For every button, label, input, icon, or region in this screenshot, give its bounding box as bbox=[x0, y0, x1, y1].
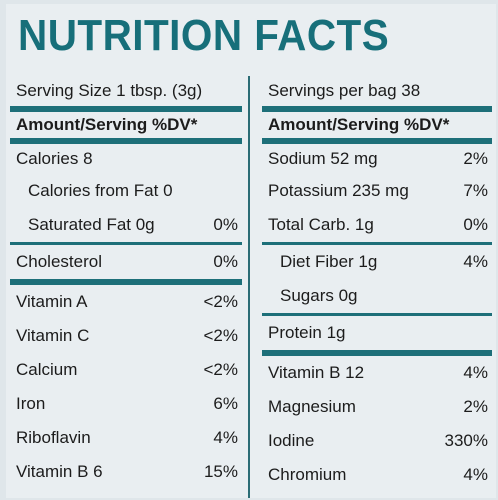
nutrient-row: Diet Fiber 1g 4% bbox=[262, 245, 492, 279]
nutrient-name: Vitamin A bbox=[16, 292, 88, 311]
nutrient-row: Vitamin B 12 4% bbox=[262, 356, 492, 390]
nutrient-name: Protein 1g bbox=[268, 323, 346, 342]
nutrient-row: Calories from Fat 0 bbox=[10, 174, 242, 208]
nutrient-row: Vitamin A <2% bbox=[10, 285, 242, 319]
divider bbox=[10, 106, 242, 112]
nutrient-row: Vitamin C <2% bbox=[10, 319, 242, 353]
nutrient-value: 4% bbox=[463, 252, 488, 271]
nutrient-row: Sugars 0g bbox=[262, 279, 492, 313]
nutrient-name: Potassium 235 mg bbox=[268, 181, 409, 200]
left-column: Serving Size 1 tbsp. (3g) Amount/Serving… bbox=[10, 76, 242, 489]
nutrient-name: Diet Fiber 1g bbox=[280, 252, 378, 271]
nutrient-value: 4% bbox=[463, 465, 488, 484]
divider bbox=[262, 350, 492, 356]
nutrient-row: Riboflavin 4% bbox=[10, 421, 242, 455]
amount-header: Amount/Serving %DV* bbox=[16, 115, 198, 134]
nutrient-name: Iodine bbox=[268, 431, 315, 450]
nutrient-name: Magnesium bbox=[268, 397, 356, 416]
nutrient-row: Calories 8 bbox=[10, 144, 242, 174]
nutrient-value: 4% bbox=[213, 428, 238, 447]
nutrient-row: Calcium <2% bbox=[10, 353, 242, 387]
nutrient-row: Iron 6% bbox=[10, 387, 242, 421]
nutrient-row: Protein 1g bbox=[262, 316, 492, 350]
nutrient-name: Riboflavin bbox=[16, 428, 91, 447]
nutrient-value: 4% bbox=[463, 363, 488, 382]
nutrient-name: Calories 8 bbox=[16, 149, 93, 168]
nutrient-name: Vitamin B 6 bbox=[16, 462, 103, 481]
nutrient-row: Magnesium 2% bbox=[262, 390, 492, 424]
divider bbox=[262, 313, 492, 316]
nutrient-value: 7% bbox=[463, 181, 488, 200]
nutrient-row: Total Carb. 1g 0% bbox=[262, 208, 492, 242]
nutrient-name: Total Carb. 1g bbox=[268, 215, 374, 234]
nutrient-name: Vitamin B 12 bbox=[268, 363, 365, 382]
servings-per-bag: Servings per bag 38 bbox=[268, 81, 421, 100]
nutrient-name: Cholesterol bbox=[16, 252, 102, 271]
nutrient-name: Iron bbox=[16, 394, 46, 413]
nutrient-value: <2% bbox=[203, 292, 239, 311]
nutrient-name: Sodium 52 mg bbox=[268, 149, 378, 168]
serving-size: Serving Size 1 tbsp. (3g) bbox=[16, 81, 203, 100]
nutrition-title: NUTRITION FACTS bbox=[18, 11, 390, 60]
nutrient-name: Sugars 0g bbox=[280, 286, 358, 305]
column-divider bbox=[248, 76, 250, 498]
nutrient-name: Chromium bbox=[268, 465, 347, 484]
nutrient-row: Vitamin B 6 15% bbox=[10, 455, 242, 489]
nutrient-row: Cholesterol 0% bbox=[10, 245, 242, 279]
nutrient-row: Chromium 4% bbox=[262, 458, 492, 492]
nutrient-value: <2% bbox=[203, 360, 239, 379]
divider bbox=[10, 138, 242, 144]
nutrient-value: 0% bbox=[213, 215, 238, 234]
divider bbox=[10, 242, 242, 245]
nutrient-value: 15% bbox=[203, 462, 238, 481]
nutrition-panel bbox=[6, 4, 496, 498]
amount-header: Amount/Serving %DV* bbox=[268, 115, 450, 134]
nutrient-name: Calories from Fat 0 bbox=[28, 181, 173, 200]
nutrient-value: 0% bbox=[463, 215, 488, 234]
nutrient-value: 2% bbox=[463, 397, 488, 416]
nutrient-value: 0% bbox=[213, 252, 238, 271]
nutrient-row: Saturated Fat 0g 0% bbox=[10, 208, 242, 242]
nutrient-name: Vitamin C bbox=[16, 326, 90, 345]
nutrient-row: Iodine 330% bbox=[262, 424, 492, 458]
nutrient-name: Saturated Fat 0g bbox=[28, 215, 155, 234]
nutrient-value: 330% bbox=[444, 431, 488, 450]
right-column: Servings per bag 38 Amount/Serving %DV* … bbox=[262, 76, 492, 492]
nutrient-value: <2% bbox=[203, 326, 239, 345]
nutrient-row: Potassium 235 mg 7% bbox=[262, 174, 492, 208]
nutrient-value: 2% bbox=[463, 149, 488, 168]
nutrient-row: Sodium 52 mg 2% bbox=[262, 144, 492, 174]
divider bbox=[262, 138, 492, 144]
divider bbox=[262, 242, 492, 245]
nutrient-value: 6% bbox=[213, 394, 238, 413]
divider bbox=[262, 106, 492, 112]
nutrient-name: Calcium bbox=[16, 360, 78, 379]
divider bbox=[10, 279, 242, 285]
